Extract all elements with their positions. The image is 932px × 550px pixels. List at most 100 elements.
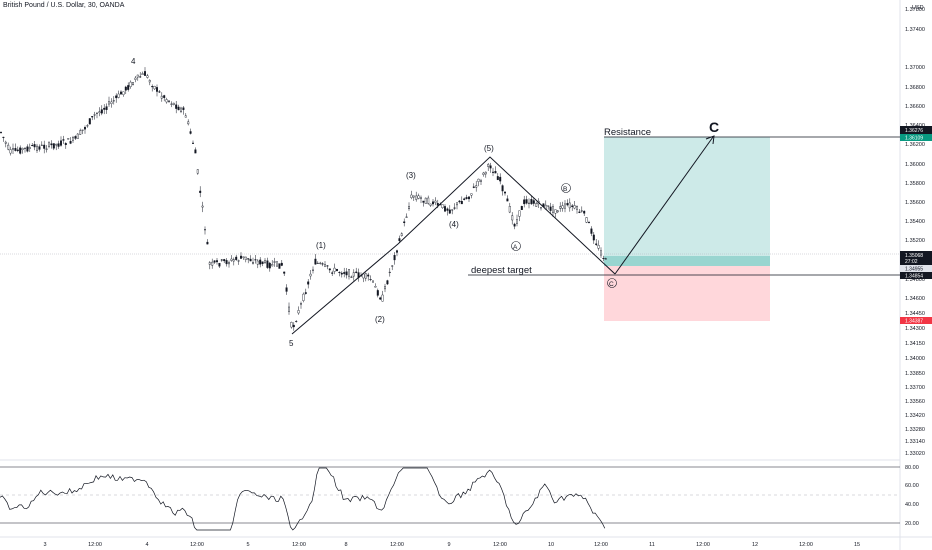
candle-body (451, 209, 454, 211)
candle-body (583, 210, 586, 214)
candle-body (508, 205, 511, 213)
projection-arrow[interactable] (614, 136, 714, 275)
stop-zone[interactable] (604, 266, 770, 321)
candle-body (237, 260, 240, 262)
circle-a-icon (511, 241, 521, 251)
candle-body (165, 99, 168, 103)
candle-body (247, 258, 250, 260)
candle-body (427, 197, 430, 204)
candle-body (376, 290, 379, 296)
time-tick-label: 4 (145, 542, 148, 548)
circle-c-icon (607, 278, 617, 288)
time-tick-label: 12:00 (88, 542, 102, 548)
candle-body (136, 74, 139, 78)
candle-body (417, 195, 420, 199)
wave-label-4b: (4) (449, 220, 459, 229)
candle-body (331, 272, 334, 274)
candle-body (523, 199, 526, 205)
candle-body (540, 207, 543, 209)
candle-body (259, 259, 262, 265)
time-tick-label: 12:00 (292, 542, 306, 548)
candle-body (57, 143, 60, 147)
candle-body (288, 306, 291, 312)
wave-label-3: (3) (406, 171, 416, 180)
candle-body (83, 126, 86, 130)
candle-body (513, 223, 516, 227)
time-tick-label: 12:00 (696, 542, 710, 548)
candle-body (163, 95, 166, 98)
candle-body (364, 273, 367, 279)
price-tick-label: 1.34600 (905, 296, 925, 302)
candle-body (326, 265, 329, 267)
candle-body (556, 210, 559, 213)
candle-body (328, 268, 331, 271)
candle-body (432, 201, 435, 205)
candle-body (585, 217, 588, 223)
candle-body (460, 200, 463, 205)
candle-body (592, 234, 595, 241)
candle-body (336, 269, 339, 272)
price-tick-label: 1.36800 (905, 85, 925, 91)
candle-body (319, 262, 322, 265)
time-axis[interactable]: 3 12:00 4 12:00 5 12:00 8 12:00 9 12:00 10 12:00 11 1… (43, 542, 860, 548)
candle-body (552, 206, 555, 213)
wave-line[interactable] (291, 156, 616, 335)
candle-body (21, 148, 24, 151)
candle-body (201, 205, 204, 208)
wave-label-c: C (609, 281, 614, 288)
candle-body (456, 202, 459, 206)
time-tick-label: 12 (752, 542, 758, 548)
time-tick-label: 12:00 (390, 542, 404, 548)
candle-body (333, 267, 336, 272)
candle-body (518, 210, 521, 217)
candle-body (91, 116, 94, 118)
price-tick-label: 1.37000 (905, 65, 925, 71)
target-zone[interactable] (604, 137, 770, 256)
candle-body (7, 144, 10, 150)
candle-body (230, 258, 233, 261)
candle-body (504, 191, 507, 194)
candle-body (463, 198, 466, 200)
deep-price-text: 1.34854 (905, 274, 923, 280)
candle-body (31, 144, 34, 146)
entry-price-tag (900, 265, 932, 272)
price-axis[interactable]: 1.378001.374001.370001.368001.366001.364… (905, 7, 925, 457)
candle-body (112, 100, 115, 102)
candle-body (179, 107, 182, 112)
candle-body (511, 215, 514, 221)
price-tick-label: 1.34800 (905, 277, 925, 283)
price-tick-label: 1.37400 (905, 27, 925, 33)
candle-body (400, 233, 403, 236)
candle-body (98, 111, 101, 113)
candle-body (528, 202, 531, 204)
candle-body (199, 190, 202, 193)
candle-body (453, 207, 456, 209)
candle-body (62, 139, 65, 141)
oscillator-line[interactable] (0, 467, 606, 531)
candle-body (107, 101, 110, 105)
candle-body (196, 169, 199, 174)
candle-body (571, 205, 574, 207)
candle-body (480, 180, 483, 182)
candle-body (477, 178, 480, 182)
candle-body (489, 165, 492, 169)
time-tick-label: 12:00 (594, 542, 608, 548)
candle-body (43, 144, 46, 149)
candle-body (388, 271, 391, 274)
candle-body (578, 211, 581, 213)
candle-body (146, 75, 149, 78)
price-tick-label: 1.34300 (905, 326, 925, 332)
candle-body (468, 196, 471, 200)
candle-body (100, 109, 103, 114)
countdown-text: 27:02 (905, 259, 918, 265)
price-tick-label: 1.36600 (905, 104, 925, 110)
candle-body (549, 206, 552, 211)
deepest-target-label: deepest target (471, 265, 532, 276)
time-tick-label: 12:00 (493, 542, 507, 548)
entry-price-text: 1.34955 (905, 267, 923, 273)
circle-b-icon (561, 183, 571, 193)
candle-body (338, 272, 341, 274)
candle-body (182, 107, 185, 110)
candle-body (155, 87, 158, 92)
